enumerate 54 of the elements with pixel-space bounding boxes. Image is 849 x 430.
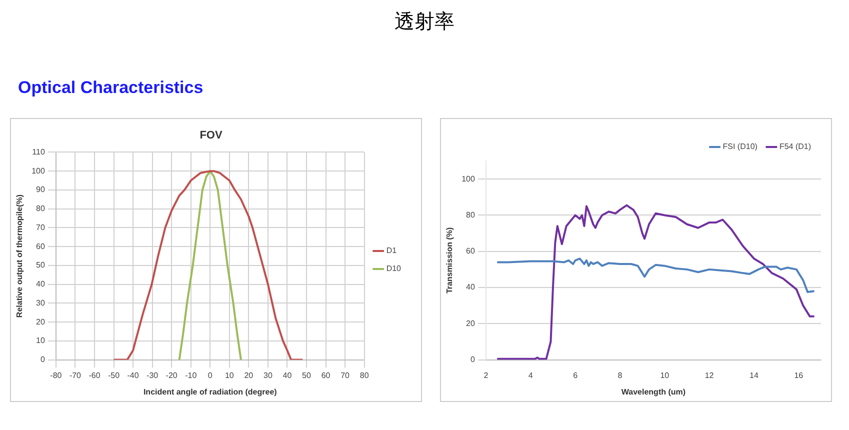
x-axis-title: Wavelength (um): [621, 387, 686, 396]
x-tick-label: -30: [146, 370, 159, 380]
x-tick-label: 4: [528, 370, 534, 380]
y-tick-label: 20: [466, 318, 476, 328]
x-tick-label: 50: [302, 370, 312, 380]
x-tick-label: 30: [264, 370, 273, 380]
y-tick-label: 110: [32, 147, 46, 156]
legend-label: D1: [386, 246, 398, 256]
x-tick-label: 2: [484, 370, 489, 380]
text: Optical Characteristics: [18, 78, 204, 98]
x-tick-label: -80: [50, 370, 62, 380]
y-axis-title: Transmission (%): [445, 226, 454, 294]
y-tick-label: 90: [36, 185, 46, 194]
y-tick-label: 10: [36, 336, 46, 346]
chart-title: FOV: [200, 130, 223, 142]
y-axis-title: Relative output of thermopile(%): [15, 194, 24, 318]
x-tick-label: 20: [244, 370, 254, 380]
x-tick-label: 0: [208, 370, 213, 380]
x-tick-label: 14: [750, 370, 759, 380]
x-tick-label: 40: [282, 370, 292, 380]
y-tick-label: 0: [40, 355, 46, 364]
x-tick-label: -20: [166, 370, 178, 380]
y-tick-label: 100: [32, 166, 46, 176]
x-tick-label: -50: [108, 370, 120, 380]
y-tick-label: 60: [36, 242, 46, 251]
legend-label: F54 (D1): [779, 142, 812, 152]
legend-label: D10: [386, 264, 402, 274]
y-tick-label: 40: [36, 280, 46, 289]
x-tick-label: 12: [704, 370, 714, 380]
y-tick-label: 80: [466, 210, 476, 220]
text: 透射率: [394, 8, 456, 35]
y-tick-label: 30: [36, 298, 46, 308]
y-tick-label: 70: [36, 222, 46, 232]
y-tick-label: 50: [36, 260, 46, 270]
x-axis-title: Incident angle of radiation (degree): [143, 387, 278, 396]
x-tick-label: -60: [88, 370, 101, 380]
x-tick-label: 10: [224, 370, 234, 380]
x-tick-label: 6: [573, 370, 578, 380]
y-tick-label: 100: [462, 174, 476, 184]
x-tick-label: 80: [360, 370, 370, 380]
x-tick-label: -70: [69, 370, 82, 380]
y-tick-label: 80: [36, 204, 46, 214]
y-tick-label: 40: [466, 282, 476, 292]
legend-label: FSI (D10): [722, 142, 758, 152]
x-tick-label: -10: [185, 370, 198, 380]
y-tick-label: 60: [466, 246, 476, 256]
x-tick-label: -40: [127, 370, 140, 380]
x-tick-label: 8: [618, 370, 623, 380]
y-tick-label: 0: [470, 355, 476, 364]
x-tick-label: 16: [794, 370, 804, 380]
x-tick-label: 10: [660, 370, 670, 380]
x-tick-label: 60: [321, 370, 331, 380]
x-tick-label: 70: [340, 370, 350, 380]
y-tick-label: 20: [36, 317, 46, 326]
